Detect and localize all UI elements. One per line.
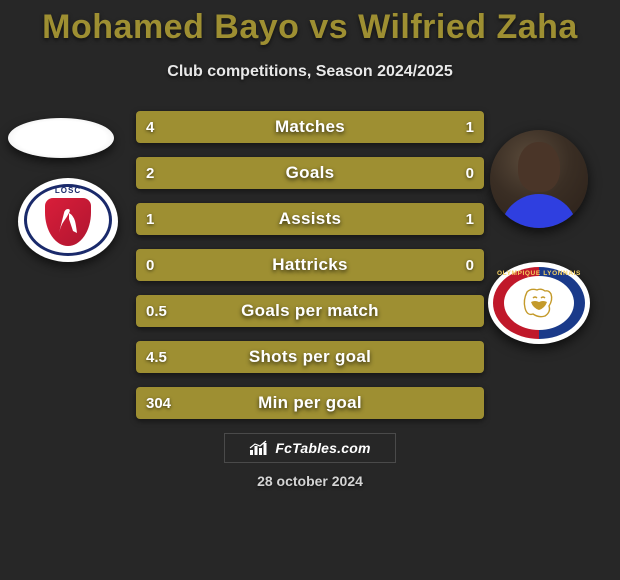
stat-label: Min per goal <box>136 393 484 413</box>
snapshot-date: 28 october 2024 <box>0 473 620 489</box>
stat-value-left: 1 <box>146 211 154 228</box>
stat-bars: 4 Matches 1 2 Goals 0 1 Assists 1 0 Hatt… <box>136 111 484 419</box>
stat-label: Shots per goal <box>136 347 484 367</box>
stat-row: 1 Assists 1 <box>136 203 484 235</box>
stat-value-left: 0 <box>146 257 154 274</box>
player-avatar-right <box>490 130 588 228</box>
stat-value-right: 0 <box>466 257 474 274</box>
stat-value-left: 4 <box>146 119 154 136</box>
stat-value-left: 0.5 <box>146 303 167 320</box>
stat-label: Goals per match <box>136 301 484 321</box>
club-right-lion-icon <box>504 276 574 330</box>
stat-row: 304 Min per goal <box>136 387 484 419</box>
comparison-title: Mohamed Bayo vs Wilfried Zaha <box>0 0 620 47</box>
stat-value-left: 4.5 <box>146 349 167 366</box>
stat-value-left: 304 <box>146 395 171 412</box>
stat-label: Goals <box>136 163 484 183</box>
comparison-subtitle: Club competitions, Season 2024/2025 <box>0 63 620 81</box>
stat-label: Matches <box>136 117 484 137</box>
stat-row: 2 Goals 0 <box>136 157 484 189</box>
stat-value-right: 1 <box>466 119 474 136</box>
stat-row: 4.5 Shots per goal <box>136 341 484 373</box>
stat-row: 0 Hattricks 0 <box>136 249 484 281</box>
stat-row: 4 Matches 1 <box>136 111 484 143</box>
player-avatar-left <box>8 118 114 158</box>
club-left-name: LOSC <box>18 186 118 195</box>
stat-row: 0.5 Goals per match <box>136 295 484 327</box>
stat-value-right: 0 <box>466 165 474 182</box>
bar-chart-icon <box>249 440 269 456</box>
brand-text: FcTables.com <box>275 440 370 456</box>
stat-label: Assists <box>136 209 484 229</box>
stat-value-left: 2 <box>146 165 154 182</box>
club-badge-left: LOSC <box>18 178 118 262</box>
club-badge-right: OLYMPIQUE LYONNAIS <box>488 262 590 344</box>
stat-value-right: 1 <box>466 211 474 228</box>
brand-badge: FcTables.com <box>224 433 396 463</box>
stat-label: Hattricks <box>136 255 484 275</box>
